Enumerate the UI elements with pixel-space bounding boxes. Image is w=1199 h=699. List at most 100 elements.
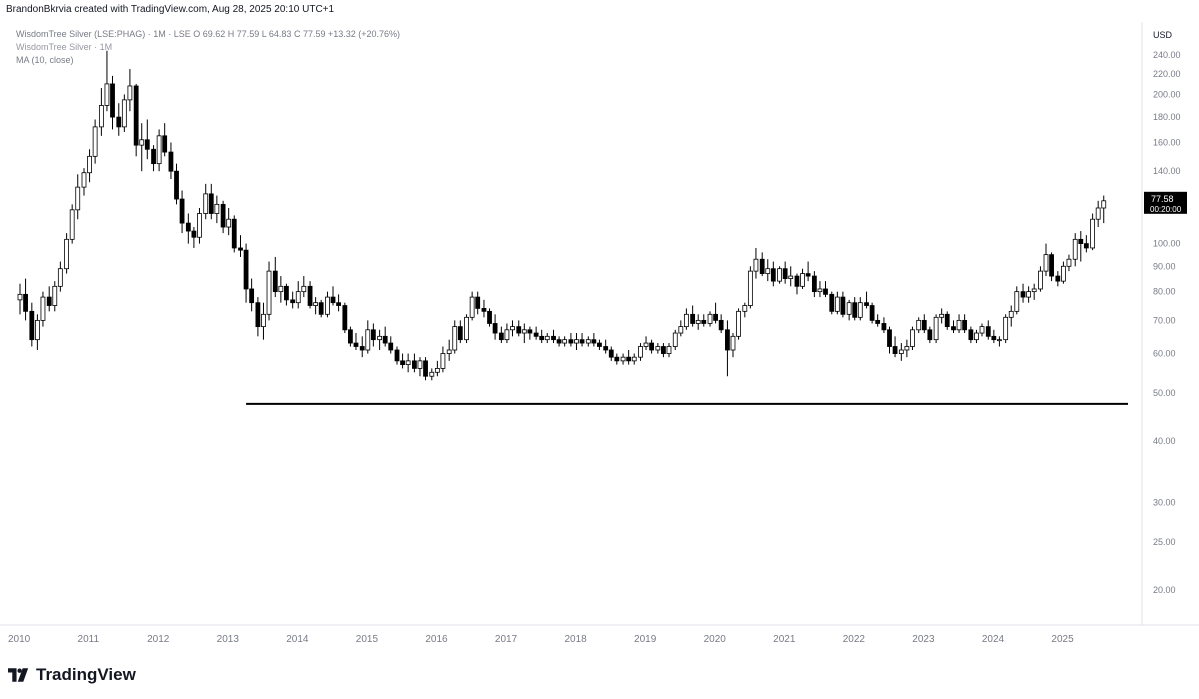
candle-body-up <box>800 273 805 287</box>
candle <box>747 266 753 309</box>
candle <box>144 119 150 160</box>
candle <box>475 291 481 315</box>
candle <box>765 259 771 282</box>
candle-body-down <box>249 288 255 304</box>
candle-body-up <box>17 293 23 301</box>
candle <box>666 343 672 358</box>
candle-body-down <box>811 275 817 293</box>
candle <box>556 336 562 347</box>
candle <box>544 333 550 344</box>
candle-body-down <box>336 302 341 306</box>
candle-body-up <box>203 193 209 214</box>
candle-body-up <box>121 99 127 128</box>
candle-body-up <box>295 291 301 304</box>
candle <box>857 297 863 321</box>
candle <box>574 333 579 351</box>
price-tick-label: 40.00 <box>1153 436 1176 446</box>
candle-body-down <box>962 319 968 331</box>
candle-body-down <box>330 296 336 304</box>
candle-body-up <box>736 310 741 337</box>
candle-body-up <box>747 270 753 306</box>
candle-body-down <box>533 332 539 337</box>
time-axis[interactable]: 2010 2011 2012 2013 2014 2015 2016 2017 2018 2019… <box>8 634 1074 645</box>
candle <box>730 333 736 358</box>
candle-body-down <box>144 139 150 150</box>
candle <box>174 163 179 205</box>
candle <box>898 343 904 361</box>
candle <box>185 213 191 244</box>
candle <box>683 308 689 330</box>
time-tick-label: 2025 <box>1051 634 1074 645</box>
tradingview-logo[interactable]: TradingView <box>8 665 136 685</box>
candle-body-up <box>683 313 689 328</box>
candle <box>823 281 828 298</box>
candle <box>64 233 70 274</box>
candle-body-up <box>98 105 104 128</box>
candle <box>412 353 417 373</box>
price-axis[interactable]: 240.00220.00200.00180.00160.00140.00120.… <box>1153 50 1181 595</box>
candle-body-down <box>840 296 846 315</box>
price-tick-label: 90.00 <box>1153 261 1176 271</box>
candle <box>672 329 678 351</box>
candle-body-up <box>834 296 840 312</box>
candle-body-up <box>40 296 46 321</box>
candle <box>307 281 313 309</box>
candle <box>452 320 458 354</box>
candle-body-up <box>156 135 162 165</box>
candle-body-up <box>857 302 863 318</box>
candle-body-down <box>133 85 139 146</box>
candle <box>892 336 898 358</box>
candle-body-up <box>521 329 527 334</box>
candle-body-down <box>151 148 156 165</box>
candle-body-down <box>852 302 858 318</box>
candle <box>974 329 979 344</box>
candle <box>87 149 92 183</box>
candle-body-down <box>713 313 718 321</box>
candle <box>429 368 435 381</box>
tradingview-logo-text: TradingView <box>36 665 136 684</box>
candle <box>678 320 684 337</box>
candle-body-up <box>620 356 626 362</box>
candle <box>405 353 411 373</box>
candle-body-up <box>655 346 661 351</box>
candle-body-up <box>75 186 81 211</box>
candle-body-up <box>266 270 272 315</box>
candle-body-down <box>162 135 168 153</box>
candle-body-down <box>568 339 574 344</box>
candle <box>562 336 568 347</box>
candle <box>1095 200 1101 228</box>
candle <box>956 314 962 334</box>
time-tick-label: 2013 <box>217 634 240 645</box>
candle <box>261 302 266 340</box>
time-tick-label: 2014 <box>286 634 309 645</box>
candle-body-down <box>238 247 243 251</box>
candle <box>330 286 336 306</box>
candle <box>133 83 139 157</box>
candle-body-up <box>678 326 684 334</box>
candle <box>614 353 620 365</box>
candle <box>951 320 956 334</box>
price-tick-label: 160.00 <box>1153 137 1181 147</box>
time-tick-label: 2010 <box>8 634 31 645</box>
candle <box>365 320 371 354</box>
candle-body-up <box>777 268 782 282</box>
candle <box>527 326 533 340</box>
price-tick-label: 80.00 <box>1153 287 1176 297</box>
symbol-legend: WisdomTree Silver (LSE:PHAG) · 1M · LSE … <box>16 29 401 39</box>
candle <box>521 323 527 344</box>
candle <box>881 317 887 334</box>
candle-body-up <box>974 332 979 341</box>
candle <box>777 266 782 284</box>
candle <box>864 291 869 309</box>
candle <box>638 343 643 361</box>
candle <box>104 50 110 112</box>
candle-body-down <box>370 329 376 341</box>
candle-body-up <box>638 346 643 358</box>
candle <box>1090 213 1096 251</box>
candle-body-up <box>1014 291 1020 312</box>
candle-body-down <box>782 268 788 279</box>
candle-body-up <box>1095 207 1101 220</box>
candle <box>933 314 939 344</box>
time-tick-label: 2020 <box>704 634 727 645</box>
